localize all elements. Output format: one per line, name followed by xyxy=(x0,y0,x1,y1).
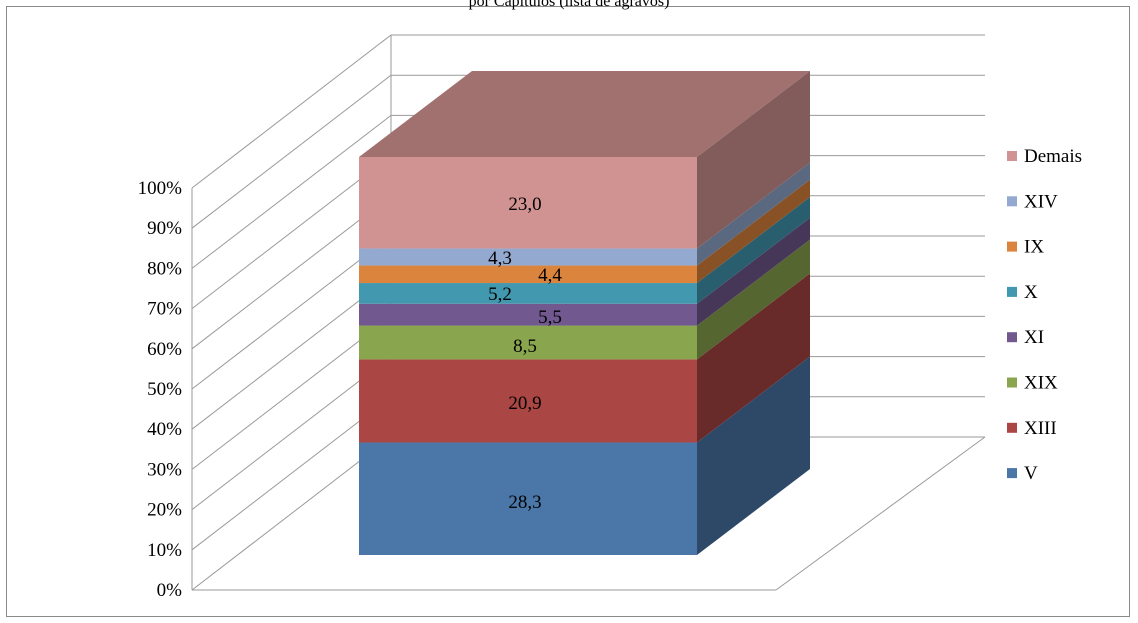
legend-swatch xyxy=(1007,286,1017,297)
legend-swatch xyxy=(1007,196,1017,207)
side-gridline xyxy=(191,195,392,350)
chart-title: por Capítulos (lista de agravos) xyxy=(468,0,670,10)
bar-segment-v xyxy=(359,442,697,555)
data-label: 28,3 xyxy=(508,492,541,513)
data-label: 4,4 xyxy=(538,265,562,286)
side-gridline xyxy=(191,356,392,510)
legend: Demais XIV IX X XI XIX XIII V xyxy=(1007,146,1082,484)
legend-label: XIV xyxy=(1024,191,1058,212)
legend-label: X xyxy=(1024,282,1038,303)
side-gridline xyxy=(191,74,392,229)
side-gridline xyxy=(191,155,392,309)
bar-side-v xyxy=(697,356,810,555)
legend-swatch xyxy=(1007,332,1017,343)
y-axis-ticks: 0% 10% 20% 30% 40% 50% 60% 70% 80% 90% 100% xyxy=(138,178,183,601)
y-tick-label: 0% xyxy=(157,580,183,601)
bar-side-xiii xyxy=(697,273,810,443)
side-gridline xyxy=(191,275,392,430)
legend-swatch xyxy=(1007,468,1017,479)
legend-label: XIX xyxy=(1024,373,1058,394)
floor-right-edge xyxy=(775,436,986,591)
side-gridline xyxy=(191,34,392,189)
chart-frame xyxy=(6,6,1130,617)
bar-segment-ix xyxy=(359,265,697,284)
bar-segment-xi xyxy=(359,303,697,326)
data-label: 5,2 xyxy=(488,284,512,305)
bar-side-xix xyxy=(697,239,810,360)
bar-segment-xiv xyxy=(359,248,697,266)
bar-segment-xix xyxy=(359,325,697,360)
data-label: 8,5 xyxy=(513,336,537,357)
data-label: 4,3 xyxy=(488,248,512,269)
y-tick-label: 20% xyxy=(147,500,182,521)
side-gridline xyxy=(191,316,392,470)
bar-side-xi xyxy=(697,217,810,326)
side-gridline xyxy=(191,115,392,269)
legend-swatch xyxy=(1007,377,1017,388)
y-tick-label: 70% xyxy=(147,299,182,320)
y-tick-label: 40% xyxy=(147,419,182,440)
y-tick-label: 100% xyxy=(138,178,183,199)
legend-label: IX xyxy=(1024,237,1044,258)
bar-side-xiv xyxy=(697,162,810,266)
y-tick-label: 50% xyxy=(147,379,182,400)
data-label: 20,9 xyxy=(508,393,541,414)
bar-segment-demais xyxy=(359,157,697,249)
side-gridline xyxy=(191,396,392,551)
legend-label: XI xyxy=(1024,327,1044,348)
legend-swatch xyxy=(1007,151,1017,161)
legend-swatch xyxy=(1007,422,1017,433)
legend-swatch xyxy=(1007,241,1017,252)
y-tick-label: 10% xyxy=(147,540,182,561)
data-label: 5,5 xyxy=(538,307,562,328)
bar-side-demais xyxy=(697,71,810,249)
bar-top xyxy=(359,71,810,157)
y-tick-label: 30% xyxy=(147,459,182,480)
data-label: 23,0 xyxy=(508,194,541,215)
side-gridline xyxy=(191,436,392,591)
stacked-bar xyxy=(359,71,810,555)
data-labels: 28,3 20,9 8,55,5 5,2 4,4 4,3 23,0 xyxy=(488,194,562,513)
legend-label: V xyxy=(1024,463,1038,484)
y-tick-label: 90% xyxy=(147,218,182,239)
bar-segment-x xyxy=(359,283,697,304)
bar-side-ix xyxy=(697,179,810,284)
bar-segment-xiii xyxy=(359,359,697,443)
bar-side-x xyxy=(697,197,810,304)
legend-label: Demais xyxy=(1024,146,1082,167)
legend-label: XIII xyxy=(1024,418,1057,439)
y-tick-label: 60% xyxy=(147,339,182,360)
y-tick-label: 80% xyxy=(147,258,182,279)
side-gridline xyxy=(191,235,392,390)
